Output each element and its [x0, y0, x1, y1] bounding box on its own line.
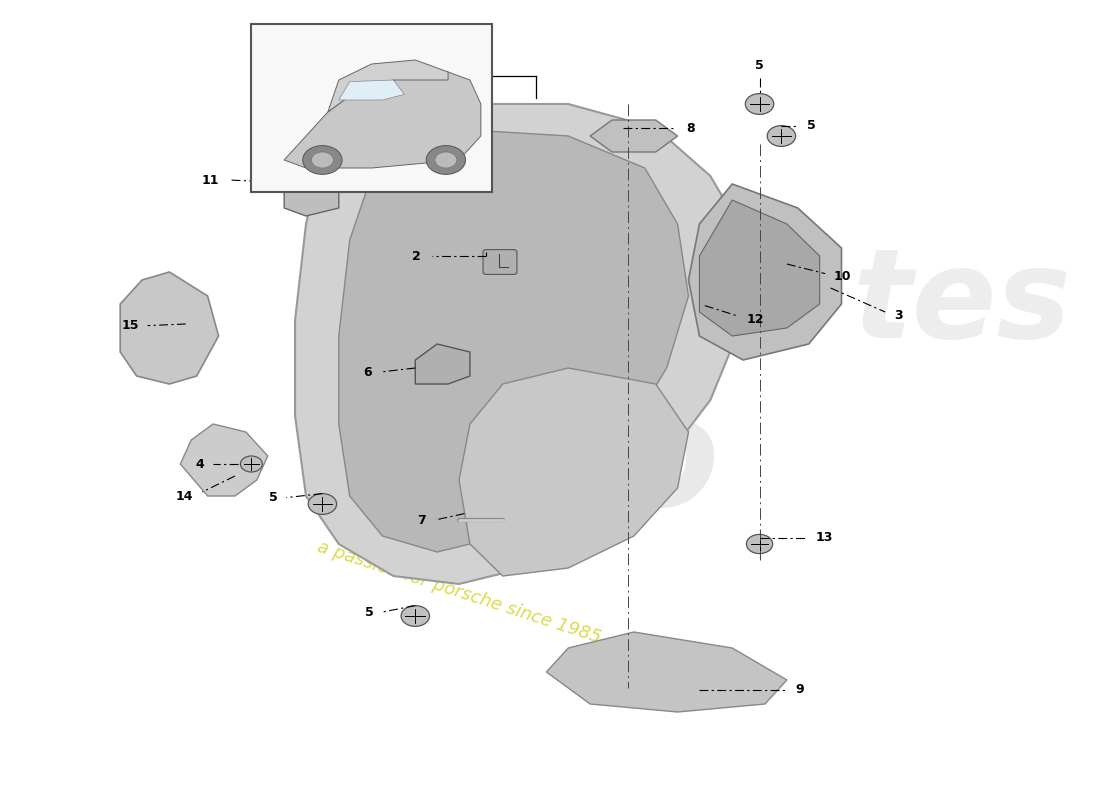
Polygon shape: [180, 424, 267, 496]
Polygon shape: [339, 128, 689, 552]
Text: 12: 12: [747, 313, 763, 326]
Text: euro: euro: [328, 390, 720, 538]
Text: 10: 10: [834, 270, 851, 283]
Text: 9: 9: [795, 683, 804, 696]
Circle shape: [746, 94, 773, 114]
Text: 2: 2: [412, 250, 421, 262]
FancyBboxPatch shape: [483, 250, 517, 274]
Text: 11: 11: [201, 174, 219, 186]
Polygon shape: [339, 80, 405, 100]
Circle shape: [241, 456, 262, 472]
Circle shape: [302, 146, 342, 174]
Polygon shape: [284, 72, 481, 168]
Polygon shape: [120, 272, 219, 384]
Text: 4: 4: [196, 458, 205, 470]
Text: tes: tes: [852, 243, 1071, 365]
Polygon shape: [416, 344, 470, 384]
Text: 8: 8: [686, 122, 695, 134]
Text: 5: 5: [756, 59, 763, 72]
Text: 5: 5: [268, 491, 277, 504]
Text: 5: 5: [806, 119, 815, 132]
Polygon shape: [689, 184, 842, 360]
Text: 7: 7: [418, 514, 426, 526]
Polygon shape: [284, 176, 339, 216]
FancyBboxPatch shape: [252, 24, 492, 192]
Polygon shape: [700, 200, 820, 336]
Text: 15: 15: [121, 319, 139, 332]
Polygon shape: [295, 104, 744, 584]
Polygon shape: [547, 632, 786, 712]
Circle shape: [426, 146, 465, 174]
Text: a passion for porsche since 1985: a passion for porsche since 1985: [315, 538, 603, 646]
Polygon shape: [328, 60, 448, 112]
Text: 2: 2: [442, 80, 451, 93]
Polygon shape: [590, 120, 678, 152]
Circle shape: [308, 494, 337, 514]
Circle shape: [434, 152, 456, 168]
Text: 3: 3: [894, 309, 903, 322]
Circle shape: [767, 126, 795, 146]
Polygon shape: [459, 368, 689, 576]
Text: 14: 14: [176, 490, 194, 502]
Circle shape: [402, 606, 429, 626]
Text: 1: 1: [442, 54, 451, 66]
Text: 6: 6: [363, 366, 372, 378]
Circle shape: [747, 534, 772, 554]
Circle shape: [311, 152, 333, 168]
Text: 13: 13: [815, 531, 833, 544]
Text: 5: 5: [365, 606, 374, 618]
